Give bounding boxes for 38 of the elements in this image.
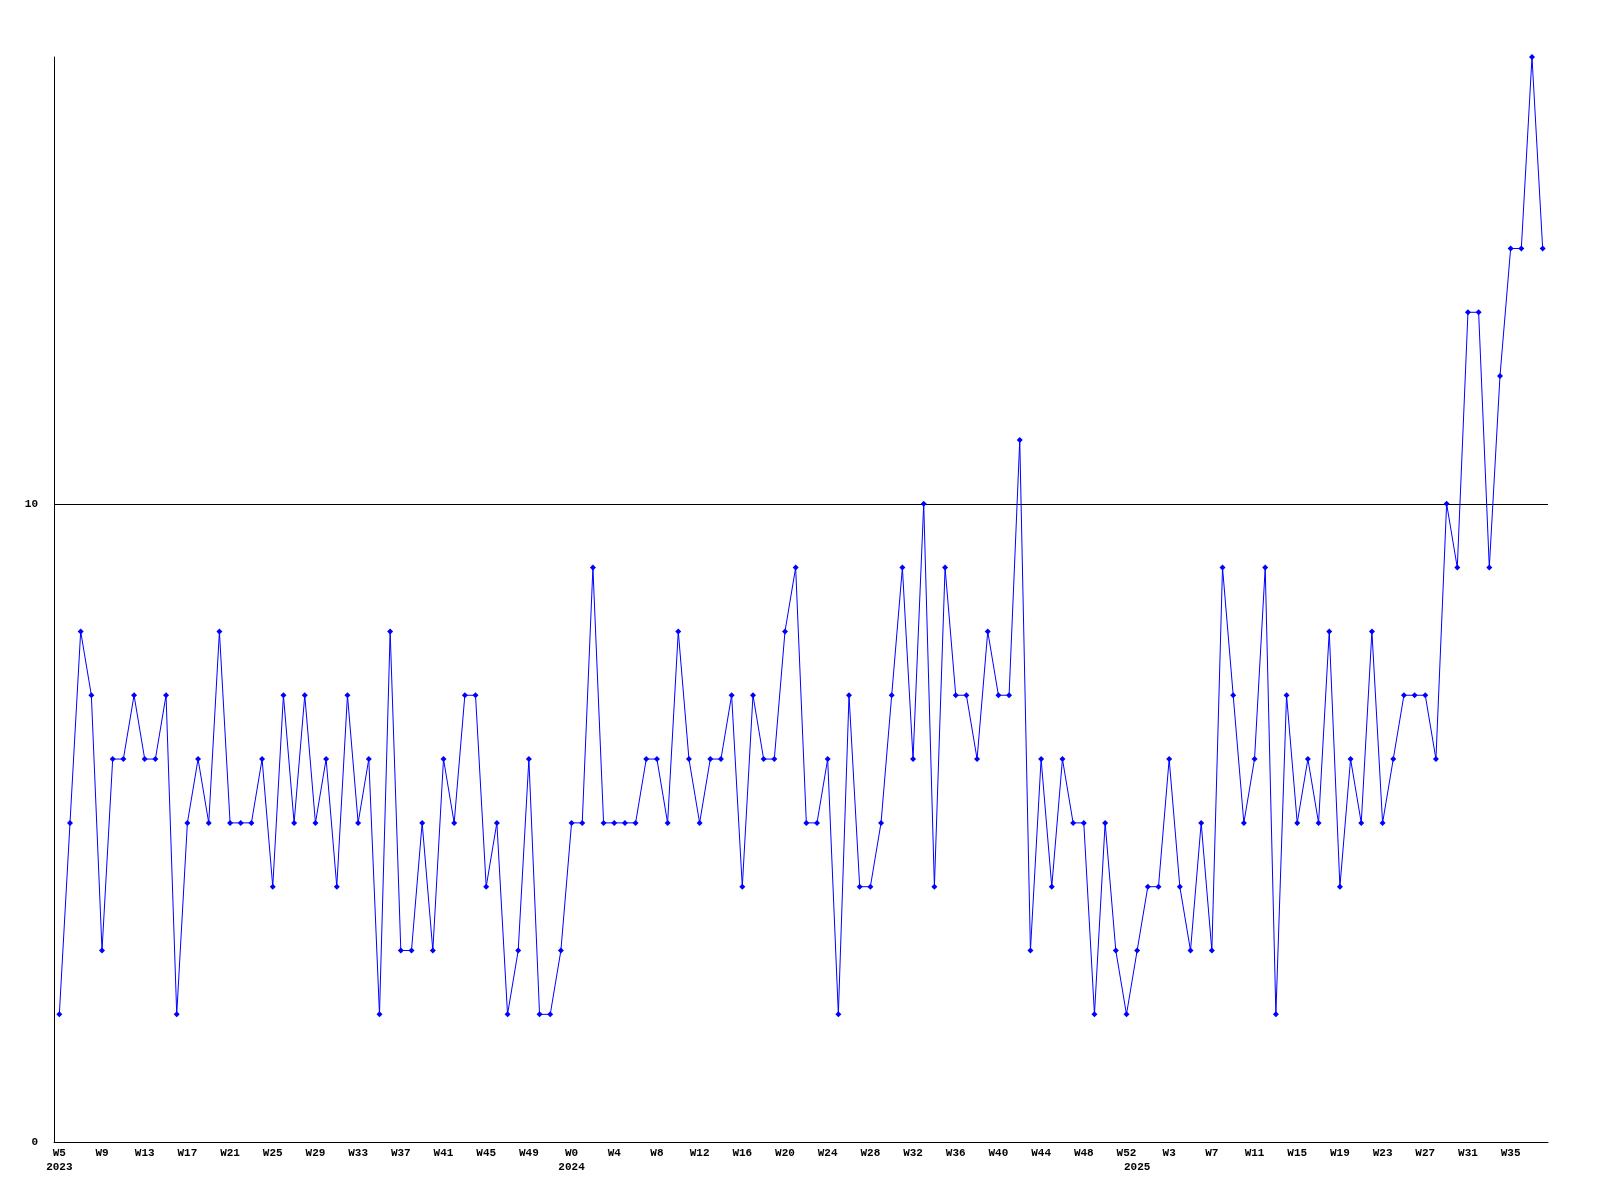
x-tick-label: W13 — [134, 1147, 155, 1159]
x-tick-label: W16 — [732, 1147, 753, 1159]
x-tick-label: W3 — [1162, 1147, 1177, 1159]
x-tick-label: W27 — [1415, 1147, 1436, 1159]
x-tick-label: W40 — [988, 1147, 1009, 1159]
x-tick-label: W52 — [1116, 1147, 1137, 1159]
x-tick-label: W12 — [689, 1147, 710, 1159]
x-tick-label: W29 — [305, 1147, 326, 1159]
x-tick-label: W44 — [1031, 1147, 1052, 1159]
x-tick-label: W9 — [95, 1147, 109, 1159]
x-tick-label: W5 2023 — [46, 1147, 73, 1173]
x-tick-label: W37 — [390, 1147, 411, 1159]
x-tick-label: W28 — [860, 1147, 881, 1159]
x-tick-label: W24 — [817, 1147, 838, 1159]
x-tick-label: W20 — [775, 1147, 795, 1159]
x-tick-label: 2025 — [1123, 1161, 1151, 1173]
x-tick-label: W36 — [945, 1147, 966, 1159]
x-tick-label: W19 — [1330, 1147, 1350, 1159]
x-tick-label: W45 — [476, 1147, 497, 1159]
x-tick-label: W4 — [607, 1147, 622, 1159]
x-tick-label: W7 — [1205, 1147, 1219, 1159]
x-tick-label: W41 — [433, 1147, 454, 1159]
x-tick-label: W35 — [1500, 1147, 1521, 1159]
x-tick-label: W49 — [518, 1147, 539, 1159]
x-tick-label: W48 — [1073, 1147, 1095, 1159]
x-tick-label: W0 2024 — [558, 1147, 586, 1173]
x-tick-label: W17 — [177, 1147, 198, 1159]
x-tick-label: W25 — [262, 1147, 284, 1159]
x-tick-label: W32 — [903, 1147, 923, 1159]
x-tick-label: W31 — [1458, 1147, 1479, 1159]
x-tick-label: W11 — [1244, 1147, 1265, 1159]
x-tick-label: W21 — [220, 1147, 241, 1159]
x-tick-label: W33 — [348, 1147, 369, 1159]
x-tick-label: W23 — [1372, 1147, 1393, 1159]
y-tick-label: 10 — [24, 497, 38, 510]
x-tick-label: W8 — [650, 1147, 664, 1159]
x-tick-label: W15 — [1287, 1147, 1308, 1159]
y-tick-label: 0 — [31, 1136, 38, 1148]
